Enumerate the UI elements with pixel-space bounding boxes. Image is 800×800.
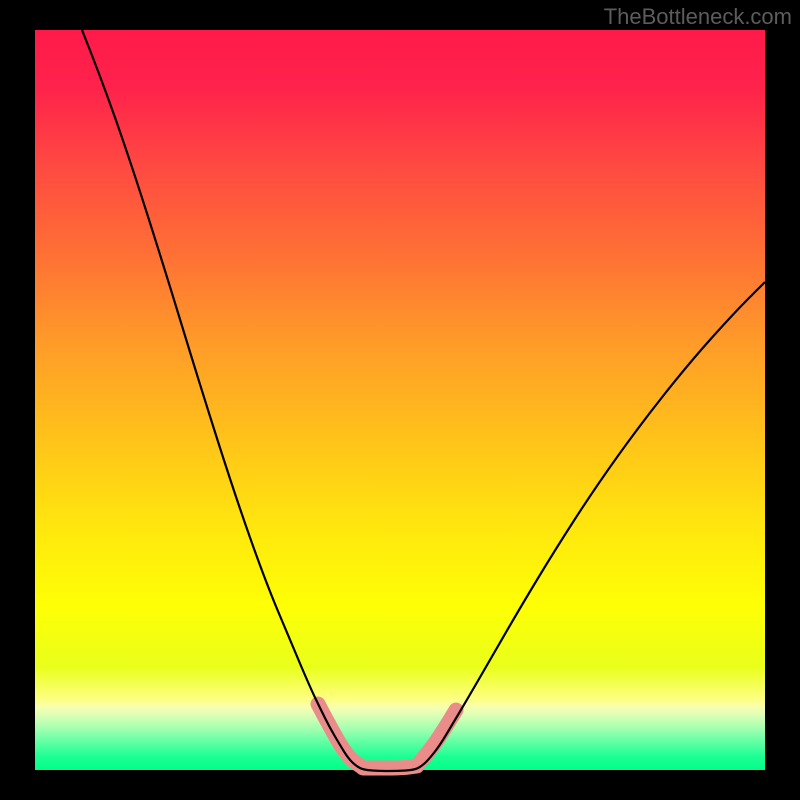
plot-background bbox=[35, 30, 765, 770]
attribution-label: TheBottleneck.com bbox=[604, 4, 792, 30]
chart-container: TheBottleneck.com bbox=[0, 0, 800, 800]
marker-stroke bbox=[363, 766, 417, 768]
chart-svg bbox=[0, 0, 800, 800]
